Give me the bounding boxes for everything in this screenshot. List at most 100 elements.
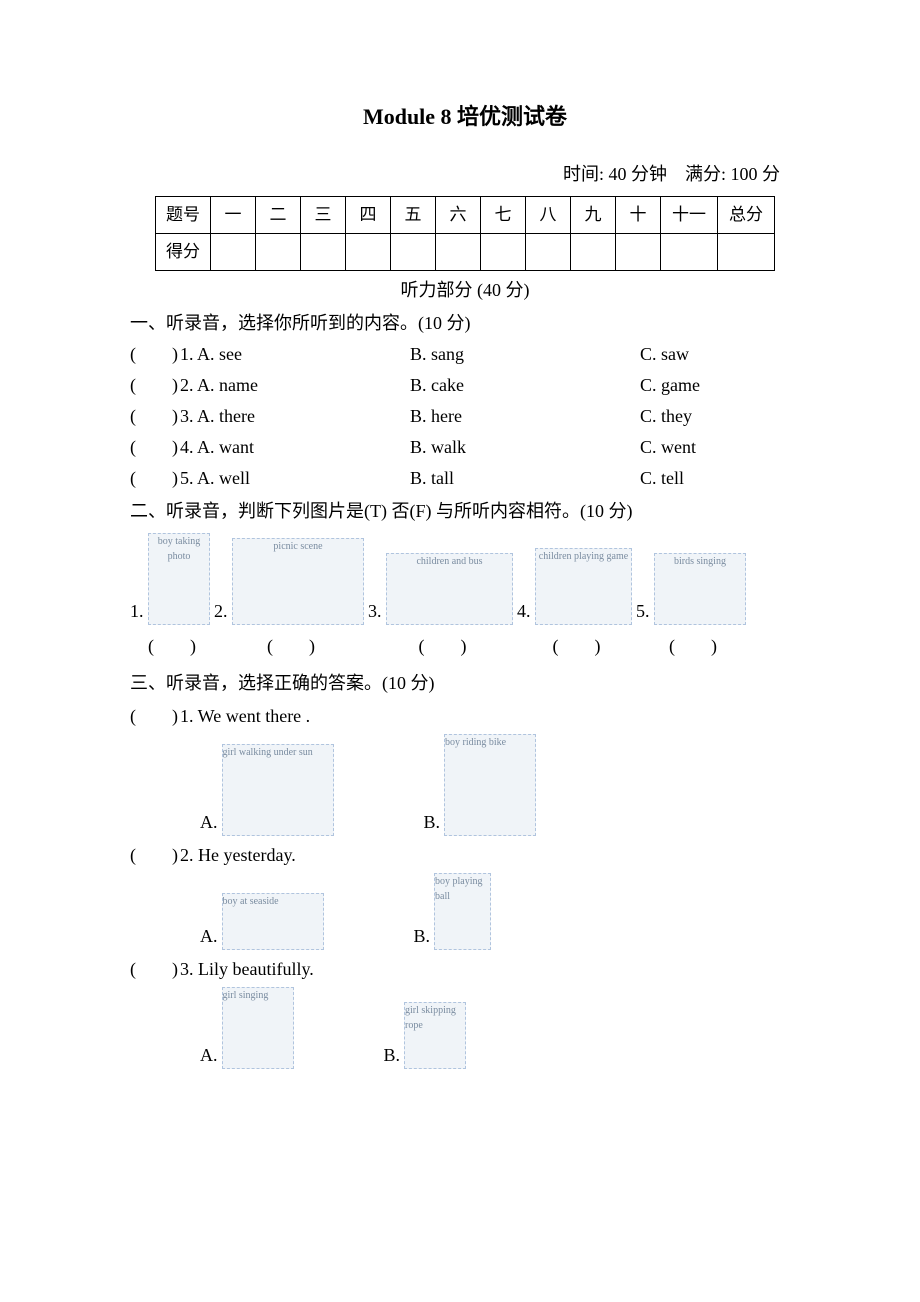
- option-b: B.boy riding bike: [424, 734, 537, 836]
- col-10: 十: [616, 197, 661, 234]
- option-a: 2. A. name: [180, 372, 410, 399]
- illustration-icon: girl singing: [222, 987, 294, 1069]
- illustration-icon: boy taking photo: [148, 533, 210, 625]
- answer-blank[interactable]: ( ): [517, 633, 636, 660]
- score-cell[interactable]: [661, 234, 718, 271]
- score-header-row: 题号 一 二 三 四 五 六 七 八 九 十 十一 总分: [156, 197, 775, 234]
- sec3-question-row: ( )3. Lily beautifully.: [130, 956, 800, 983]
- illustration-icon: girl skipping rope: [404, 1002, 466, 1069]
- option-a: A.girl singing: [200, 987, 294, 1069]
- col-total: 总分: [718, 197, 775, 234]
- option-b: B. tall: [410, 465, 640, 492]
- score-cell[interactable]: [211, 234, 256, 271]
- sec2-image-item: 2. picnic scene: [214, 538, 364, 625]
- col-2: 二: [256, 197, 301, 234]
- sec3-question-row: ( )1. We went there .: [130, 703, 800, 730]
- image-number: 2.: [214, 601, 228, 621]
- option-c: C. saw: [640, 341, 800, 368]
- option-a: 3. A. there: [180, 403, 410, 430]
- answer-blank[interactable]: ( ): [130, 341, 180, 368]
- option-label: A.: [200, 923, 218, 950]
- option-a: A.boy at seaside: [200, 893, 324, 950]
- score-cell[interactable]: [526, 234, 571, 271]
- option-c: C. tell: [640, 465, 800, 492]
- sec1-question-row: ( )3. A. thereB. hereC. they: [130, 403, 800, 430]
- sec3-options: A.girl walking under sun B.boy riding bik…: [200, 734, 800, 836]
- col-8: 八: [526, 197, 571, 234]
- option-c: C. went: [640, 434, 800, 461]
- meta-line: 时间: 40 分钟 满分: 100 分: [130, 161, 800, 188]
- option-b: B. walk: [410, 434, 640, 461]
- sec1-question-row: ( )4. A. wantB. walkC. went: [130, 434, 800, 461]
- score-table: 题号 一 二 三 四 五 六 七 八 九 十 十一 总分 得分: [155, 196, 775, 271]
- answer-blank[interactable]: ( ): [130, 403, 180, 430]
- option-label: B.: [384, 1042, 401, 1069]
- illustration-icon: boy playing ball: [434, 873, 491, 950]
- score-value-row: 得分: [156, 234, 775, 271]
- illustration-icon: boy at seaside: [222, 893, 324, 950]
- sec1-question-row: ( )2. A. nameB. cakeC. game: [130, 372, 800, 399]
- image-number: 3.: [368, 601, 382, 621]
- answer-blank[interactable]: ( ): [130, 703, 180, 730]
- score-cell[interactable]: [481, 234, 526, 271]
- score-cell[interactable]: [391, 234, 436, 271]
- option-label: B.: [414, 923, 431, 950]
- illustration-icon: girl walking under sun: [222, 744, 334, 836]
- full-mark-text: 满分: 100 分: [685, 164, 780, 184]
- sec2-image-item: 4. children playing game: [517, 548, 632, 625]
- answer-blank[interactable]: ( ): [130, 465, 180, 492]
- score-cell[interactable]: [301, 234, 346, 271]
- option-a: 4. A. want: [180, 434, 410, 461]
- answer-blank[interactable]: ( ): [636, 633, 750, 660]
- image-number: 5.: [636, 601, 650, 621]
- sec2-image-item: 3. children and bus: [368, 553, 513, 625]
- col-4: 四: [346, 197, 391, 234]
- illustration-icon: picnic scene: [232, 538, 364, 625]
- option-b: B.boy playing ball: [414, 873, 492, 950]
- answer-blank[interactable]: ( ): [130, 434, 180, 461]
- option-c: C. they: [640, 403, 800, 430]
- sec2-image-row: 1. boy taking photo2. picnic scene3. chi…: [130, 533, 800, 625]
- time-text: 时间: 40 分钟: [563, 164, 667, 184]
- sec2-instr: 二、听录音，判断下列图片是(T) 否(F) 与所听内容相符。(10 分): [130, 498, 800, 525]
- option-label: A.: [200, 809, 218, 836]
- col-11: 十一: [661, 197, 718, 234]
- page-title: Module 8 培优测试卷: [130, 100, 800, 133]
- score-cell[interactable]: [346, 234, 391, 271]
- score-cell[interactable]: [436, 234, 481, 271]
- row1-label: 题号: [156, 197, 211, 234]
- question-stem: 2. He yesterday.: [180, 842, 296, 869]
- option-c: C. game: [640, 372, 800, 399]
- col-9: 九: [571, 197, 616, 234]
- sec3-options: A.girl singing B.girl skipping rope: [200, 987, 800, 1069]
- answer-blank[interactable]: ( ): [130, 842, 180, 869]
- option-label: B.: [424, 809, 441, 836]
- option-a: 5. A. well: [180, 465, 410, 492]
- sec2-image-item: 5. birds singing: [636, 553, 746, 625]
- question-stem: 1. We went there .: [180, 703, 310, 730]
- option-b: B.girl skipping rope: [384, 1002, 467, 1069]
- sec1-question-row: ( )1. A. seeB. sangC. saw: [130, 341, 800, 368]
- sec1-instr: 一、听录音，选择你所听到的内容。(10 分): [130, 310, 800, 337]
- score-cell[interactable]: [571, 234, 616, 271]
- illustration-icon: birds singing: [654, 553, 746, 625]
- image-number: 4.: [517, 601, 531, 621]
- answer-blank[interactable]: ( ): [130, 956, 180, 983]
- answer-blank[interactable]: ( ): [130, 372, 180, 399]
- image-number: 1.: [130, 601, 144, 621]
- score-cell[interactable]: [616, 234, 661, 271]
- score-cell[interactable]: [718, 234, 775, 271]
- option-label: A.: [200, 1042, 218, 1069]
- sec1-question-row: ( )5. A. wellB. tallC. tell: [130, 465, 800, 492]
- sec2-image-item: 1. boy taking photo: [130, 533, 210, 625]
- option-a: 1. A. see: [180, 341, 410, 368]
- answer-blank[interactable]: ( ): [368, 633, 517, 660]
- sec3-options: A.boy at seaside B.boy playing ball: [200, 873, 800, 950]
- answer-blank[interactable]: ( ): [130, 633, 214, 660]
- col-7: 七: [481, 197, 526, 234]
- answer-blank[interactable]: ( ): [214, 633, 368, 660]
- col-3: 三: [301, 197, 346, 234]
- illustration-icon: children and bus: [386, 553, 513, 625]
- illustration-icon: boy riding bike: [444, 734, 536, 836]
- score-cell[interactable]: [256, 234, 301, 271]
